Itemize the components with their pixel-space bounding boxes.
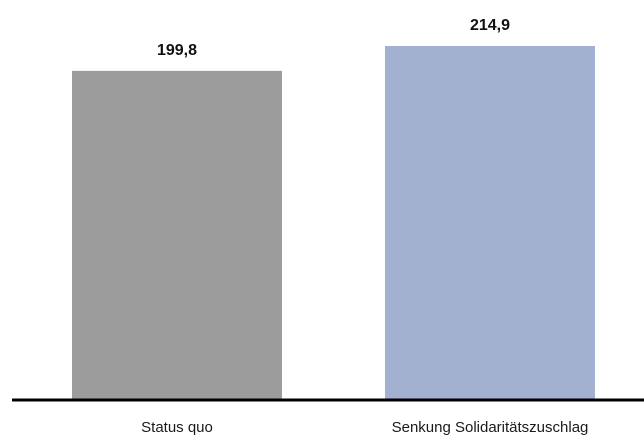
bars-layer <box>72 46 595 400</box>
value-label-status-quo: 199,8 <box>157 42 197 59</box>
category-labels-layer: Status quo Senkung Solidaritätszuschlag <box>141 419 588 436</box>
value-label-senkung-solidaritatszuschlag: 214,9 <box>470 17 510 34</box>
category-label-senkung-solidaritatszuschlag: Senkung Solidaritätszuschlag <box>392 419 589 436</box>
value-labels-layer: 199,8 214,9 <box>157 17 510 59</box>
bar-senkung-solidaritatszuschlag <box>385 46 595 400</box>
bar-status-quo <box>72 70 282 400</box>
category-label-status-quo: Status quo <box>141 419 213 436</box>
